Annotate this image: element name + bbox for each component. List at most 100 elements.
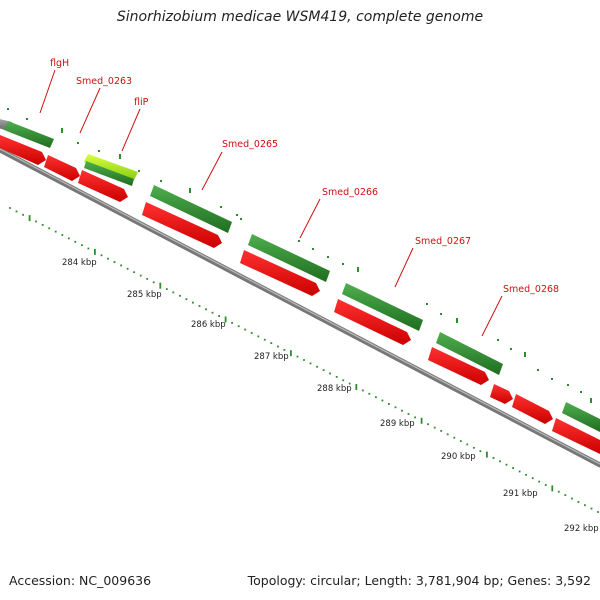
- gene-fliP: [84, 154, 138, 180]
- scale-minor-tick: [133, 271, 135, 274]
- scale-minor-tick: [61, 234, 64, 236]
- scale-major-tick: [290, 350, 292, 357]
- scale-major-tick: [28, 215, 31, 222]
- scale-minor-tick: [466, 443, 469, 446]
- scale-minor-tick: [473, 446, 475, 449]
- scale-minor-tick: [577, 501, 580, 503]
- scale-minor-tick: [250, 332, 253, 334]
- scale-minor-tick: [303, 359, 305, 361]
- scale-minor-tick: [277, 345, 279, 348]
- gene-label-Smed_0265: Smed_0265: [222, 139, 278, 150]
- scale-minor-tick: [74, 240, 77, 243]
- scale-minor-tick: [165, 288, 168, 290]
- scale-minor-tick: [427, 423, 429, 426]
- scale-minor-tick: [590, 507, 593, 510]
- gene-Smed_0268: [436, 332, 503, 375]
- scale-minor-tick: [152, 281, 155, 284]
- scale-minor-tick: [329, 372, 331, 375]
- gene-label-Smed_0267: Smed_0267: [415, 236, 471, 247]
- scale-minor-tick: [309, 362, 312, 365]
- scale-label-284: 284 kbp: [62, 258, 97, 268]
- scale-minor-tick: [479, 450, 482, 453]
- scale-minor-tick: [192, 301, 194, 304]
- gene-label-flgH: flgH: [50, 58, 69, 69]
- scale-minor-tick: [433, 426, 436, 429]
- gene-label-Smed_0263: Smed_0263: [76, 76, 132, 87]
- scale-minor-tick: [54, 230, 57, 233]
- scale-minor-tick: [394, 406, 397, 409]
- gene-label-Smed_0268: Smed_0268: [503, 284, 559, 295]
- scale-minor-tick: [459, 440, 462, 442]
- forward-genes: [0, 119, 600, 432]
- scale-minor-tick: [9, 207, 11, 209]
- scale-minor-tick: [446, 433, 449, 436]
- scale-minor-tick: [361, 389, 364, 392]
- scale-minor-tick: [263, 338, 266, 341]
- scale-minor-tick: [512, 467, 514, 469]
- scale-minor-tick: [505, 463, 508, 466]
- scale-minor-tick: [35, 220, 37, 223]
- scale-minor-tick: [316, 365, 318, 368]
- scale-minor-tick: [348, 382, 351, 385]
- scale-minor-tick: [81, 244, 83, 247]
- scale-minor-tick: [518, 470, 521, 473]
- reverse-genes: [0, 135, 600, 454]
- scale-minor-tick: [257, 335, 260, 338]
- gene-Smed_0265: [150, 185, 232, 233]
- scale-major-tick: [159, 282, 162, 289]
- gene-label-Smed_0266: Smed_0266: [322, 187, 378, 198]
- scale-minor-tick: [401, 409, 403, 412]
- scale-label-286: 286 kbp: [191, 320, 226, 330]
- scale-minor-tick: [407, 413, 410, 415]
- scale-minor-tick: [244, 328, 247, 331]
- scale-minor-tick: [270, 342, 273, 344]
- scale-minor-tick: [139, 274, 142, 277]
- scale-minor-tick: [211, 311, 214, 314]
- scale-minor-tick: [381, 399, 384, 402]
- scale-minor-tick: [113, 261, 116, 263]
- scale-minor-tick: [107, 257, 109, 260]
- scale-minor-tick: [120, 264, 122, 267]
- genome-summary-text: Topology: circular; Length: 3,781,904 bp…: [247, 573, 591, 588]
- scale-minor-tick: [342, 379, 345, 382]
- scale-major-tick: [486, 451, 488, 458]
- scale-track: [9, 207, 599, 513]
- scale-minor-tick: [538, 480, 541, 483]
- scale-label-291: 291 kbp: [503, 489, 538, 499]
- gene-label-fliP: fliP: [134, 97, 149, 108]
- scale-minor-tick: [218, 315, 220, 317]
- accession-text: Accession: NC_009636: [9, 573, 152, 588]
- map-title: Sinorhizobium medicae WSM419, complete g…: [116, 9, 484, 25]
- scale-minor-tick: [185, 298, 188, 301]
- scale-minor-tick: [296, 355, 299, 358]
- scale-label-285: 285 kbp: [127, 290, 162, 300]
- scale-minor-tick: [368, 392, 371, 395]
- scale-major-tick: [94, 248, 96, 255]
- scale-minor-tick: [499, 460, 501, 463]
- scale-minor-tick: [453, 436, 456, 439]
- scale-minor-tick: [205, 308, 207, 311]
- scale-minor-tick: [388, 403, 390, 405]
- scale-minor-tick: [41, 224, 44, 226]
- scale-major-tick: [224, 316, 227, 323]
- scale-labels: 284 kbp 285 kbp 286 kbp 287 kbp 288 kbp …: [62, 258, 599, 534]
- scale-minor-tick: [15, 210, 18, 213]
- scale-major-tick: [355, 384, 358, 390]
- scale-label-288: 288 kbp: [317, 384, 352, 394]
- gene-leader-lines: [39, 69, 503, 337]
- scale-minor-tick: [179, 294, 181, 297]
- scale-minor-tick: [557, 490, 560, 493]
- scale-minor-tick: [67, 237, 70, 240]
- scale-minor-tick: [146, 278, 149, 280]
- scale-major-tick: [551, 485, 554, 492]
- scale-minor-tick: [87, 247, 90, 250]
- scale-minor-tick: [22, 213, 24, 216]
- gene-labels: flgH Smed_0263 fliP Smed_0265 Smed_0266 …: [50, 58, 559, 295]
- scale-minor-tick: [544, 484, 547, 486]
- forward-track-ticks: [7, 108, 592, 403]
- scale-major-tick: [420, 417, 423, 424]
- scale-minor-tick: [492, 457, 495, 459]
- scale-minor-tick: [571, 497, 573, 500]
- scale-minor-tick: [231, 321, 233, 324]
- scale-minor-tick: [597, 511, 599, 513]
